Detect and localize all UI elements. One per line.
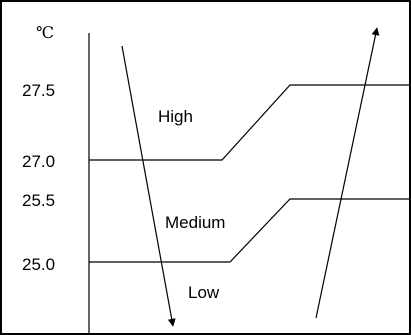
tick-label-27-0: 27.0 <box>22 152 55 171</box>
upper-threshold-line <box>89 84 411 161</box>
tick-label-25-0: 25.0 <box>22 255 55 274</box>
falling-arrow <box>121 45 176 327</box>
band-label-high: High <box>158 107 193 126</box>
lower-threshold-line <box>89 198 411 263</box>
band-label-low: Low <box>188 283 220 302</box>
band-label-medium: Medium <box>165 213 225 232</box>
unit-label: ℃ <box>36 23 54 42</box>
rising-arrow <box>315 27 380 319</box>
tick-label-27-5: 27.5 <box>22 81 55 100</box>
tick-label-25-5: 25.5 <box>22 191 55 210</box>
